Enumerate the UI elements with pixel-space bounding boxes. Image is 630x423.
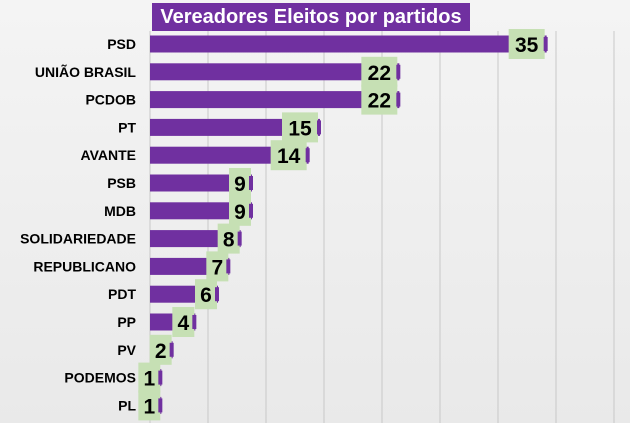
category-label: PODEMOS bbox=[64, 370, 136, 386]
bar-end-cap bbox=[192, 315, 197, 329]
bar bbox=[150, 91, 400, 109]
bar-end-cap bbox=[317, 120, 321, 135]
category-label: PP bbox=[117, 314, 136, 330]
data-label-box bbox=[138, 362, 161, 393]
data-label: 7 bbox=[211, 256, 223, 279]
category-label: PSD bbox=[107, 36, 136, 52]
data-label: 9 bbox=[234, 201, 246, 224]
bar bbox=[150, 202, 252, 220]
data-label-box bbox=[229, 168, 251, 198]
bar-end-cap bbox=[543, 37, 548, 51]
data-label: 8 bbox=[223, 229, 235, 252]
data-label: 6 bbox=[200, 284, 212, 307]
data-label: 22 bbox=[368, 62, 391, 85]
category-label: PT bbox=[118, 119, 136, 135]
data-label-box bbox=[361, 56, 398, 87]
data-label-box bbox=[282, 112, 318, 143]
category-label: PDT bbox=[108, 286, 136, 302]
category-label: REPUBLICANO bbox=[33, 258, 136, 274]
category-label: MDB bbox=[104, 203, 136, 219]
data-label-box bbox=[270, 140, 307, 171]
chart-title: Vereadores Eleitos por partidos bbox=[152, 3, 470, 31]
category-label: AVANTE bbox=[81, 147, 136, 163]
bar bbox=[150, 174, 252, 192]
bar-end-cap bbox=[305, 148, 310, 163]
category-label: PL bbox=[118, 397, 136, 413]
data-label-box bbox=[508, 29, 545, 59]
data-label-box bbox=[195, 279, 217, 310]
bar-end-cap bbox=[169, 342, 174, 357]
data-label: 35 bbox=[515, 34, 539, 57]
bar-end-cap bbox=[237, 231, 242, 246]
category-label: SOLIDARIEDADE bbox=[20, 231, 136, 247]
data-label: 1 bbox=[143, 395, 155, 418]
bar-end-cap bbox=[226, 259, 231, 274]
data-label-box bbox=[172, 307, 195, 337]
data-label: 9 bbox=[234, 173, 246, 196]
bar-end-cap bbox=[249, 203, 253, 218]
data-label-box bbox=[206, 251, 229, 282]
data-label: 4 bbox=[177, 312, 189, 335]
bar bbox=[150, 146, 309, 164]
data-label-box bbox=[229, 195, 251, 226]
data-label: 14 bbox=[277, 145, 301, 168]
data-label: 1 bbox=[143, 368, 155, 391]
data-label-box bbox=[149, 334, 172, 365]
data-label: 2 bbox=[155, 340, 167, 363]
bar-end-cap bbox=[158, 370, 163, 385]
data-label-box bbox=[138, 390, 161, 421]
data-label-box bbox=[361, 84, 398, 115]
bar-end-cap bbox=[215, 287, 219, 302]
bar-end-cap bbox=[396, 64, 401, 79]
category-label: PSB bbox=[107, 175, 136, 191]
bar bbox=[150, 63, 400, 81]
data-label: 15 bbox=[288, 117, 312, 140]
data-label-box bbox=[217, 223, 240, 254]
bar bbox=[150, 118, 320, 136]
data-label: 22 bbox=[368, 90, 391, 113]
category-label: PV bbox=[117, 342, 136, 358]
category-label: UNIÃO BRASIL bbox=[35, 63, 137, 80]
bar-end-cap bbox=[396, 92, 401, 107]
bar-end-cap bbox=[158, 398, 163, 413]
bar bbox=[150, 35, 547, 53]
category-label: PCDOB bbox=[85, 92, 136, 108]
bar-end-cap bbox=[249, 176, 253, 190]
